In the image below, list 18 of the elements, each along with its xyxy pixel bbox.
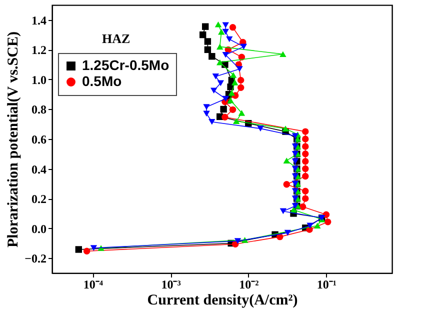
x-tick-label: 10⁻³: [161, 278, 182, 292]
y-tick-label: 1.2: [32, 43, 46, 58]
x-tick-label: 10⁻⁴: [83, 278, 104, 292]
y-axis-title: Plorarization potential(V vs.SCE): [6, 32, 22, 248]
y-tick-label: 0.4: [32, 162, 46, 176]
y-tick-label: 0.6: [32, 132, 46, 146]
y-tick-label: 0.2: [32, 192, 46, 206]
legend-label: 0.5Mo: [82, 73, 122, 89]
y-tick-label: 1.0: [32, 72, 46, 87]
y-tick-label: 0.8: [32, 102, 46, 117]
legend-label: 1.25Cr-0.5Mo: [82, 57, 170, 73]
y-tick-label: −0.2: [24, 252, 46, 266]
x-tick-label: 10⁻¹: [316, 278, 337, 292]
x-tick-label: 10⁻²: [239, 278, 260, 292]
y-tick-label: 1.4: [32, 13, 46, 28]
x-axis-title: Current density(A/cm²): [147, 292, 298, 308]
annotation: HAZ: [102, 31, 130, 46]
y-tick-label: 0.0: [32, 222, 46, 236]
